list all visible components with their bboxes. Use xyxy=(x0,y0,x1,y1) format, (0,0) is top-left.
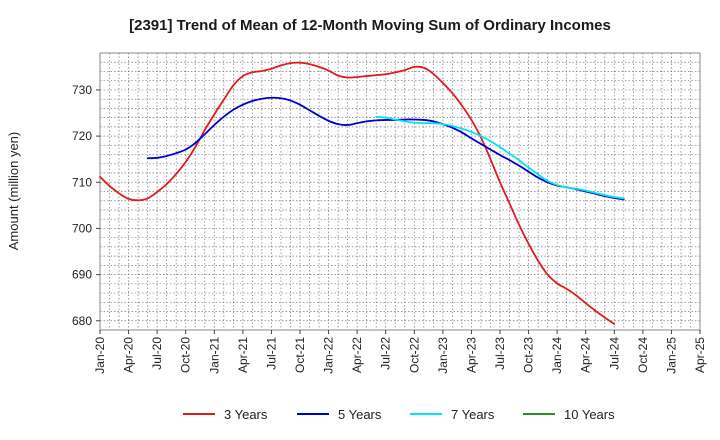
y-axis-title: Amount (million yen) xyxy=(6,132,21,251)
x-tick-label: Jan-23 xyxy=(436,337,450,374)
legend-label-3-years: 3 Years xyxy=(224,407,268,422)
y-tick-label: 720 xyxy=(72,129,92,143)
x-tick-label: Apr-25 xyxy=(693,337,707,373)
x-tick-label: Oct-22 xyxy=(407,337,421,373)
x-tick-label: Oct-23 xyxy=(522,337,536,373)
x-axis-ticks: Jan-20 Apr-20 Jul-20 Oct-20 Jan-21 Apr-21 Jul-… xyxy=(93,330,707,374)
x-tick-label: Oct-20 xyxy=(179,337,193,373)
x-tick-label: Apr-20 xyxy=(122,337,136,373)
y-tick-label: 700 xyxy=(72,221,92,235)
x-tick-label: Jan-21 xyxy=(207,337,221,374)
chart-title: [2391] Trend of Mean of 12-Month Moving … xyxy=(129,17,611,34)
legend-label-7-years: 7 Years xyxy=(451,407,495,422)
x-tick-label: Jul-24 xyxy=(607,337,621,370)
y-tick-label: 690 xyxy=(72,268,92,282)
x-tick-label: Oct-21 xyxy=(293,337,307,373)
legend-label-10-years: 10 Years xyxy=(564,407,615,422)
legend: 3 Years 5 Years 7 Years 10 Years xyxy=(183,407,615,422)
x-tick-label: Apr-22 xyxy=(350,337,364,373)
y-tick-label: 710 xyxy=(72,175,92,189)
series-lines xyxy=(99,61,625,325)
x-tick-label: Jan-20 xyxy=(93,337,107,374)
gridlines xyxy=(100,53,700,330)
legend-label-5-years: 5 Years xyxy=(338,407,382,422)
y-axis-ticks: 680 690 700 710 720 730 xyxy=(72,83,100,328)
x-tick-label: Apr-21 xyxy=(236,337,250,373)
series-line-3-years xyxy=(99,61,616,325)
x-tick-label: Jul-20 xyxy=(150,337,164,370)
x-tick-label: Jan-25 xyxy=(664,337,678,374)
plot-area xyxy=(99,52,701,331)
x-tick-label: Jan-24 xyxy=(550,337,564,374)
x-tick-label: Jul-23 xyxy=(493,337,507,370)
x-tick-label: Apr-24 xyxy=(579,337,593,373)
y-tick-label: 730 xyxy=(72,83,92,97)
series-line-7-years xyxy=(375,115,625,200)
x-tick-label: Jan-22 xyxy=(322,337,336,374)
x-tick-label: Apr-23 xyxy=(464,337,478,373)
x-tick-label: Oct-24 xyxy=(636,337,650,373)
x-tick-label: Jul-21 xyxy=(264,337,278,370)
series-line-5-years xyxy=(146,96,625,201)
y-tick-label: 680 xyxy=(72,314,92,328)
x-tick-label: Jul-22 xyxy=(379,337,393,370)
